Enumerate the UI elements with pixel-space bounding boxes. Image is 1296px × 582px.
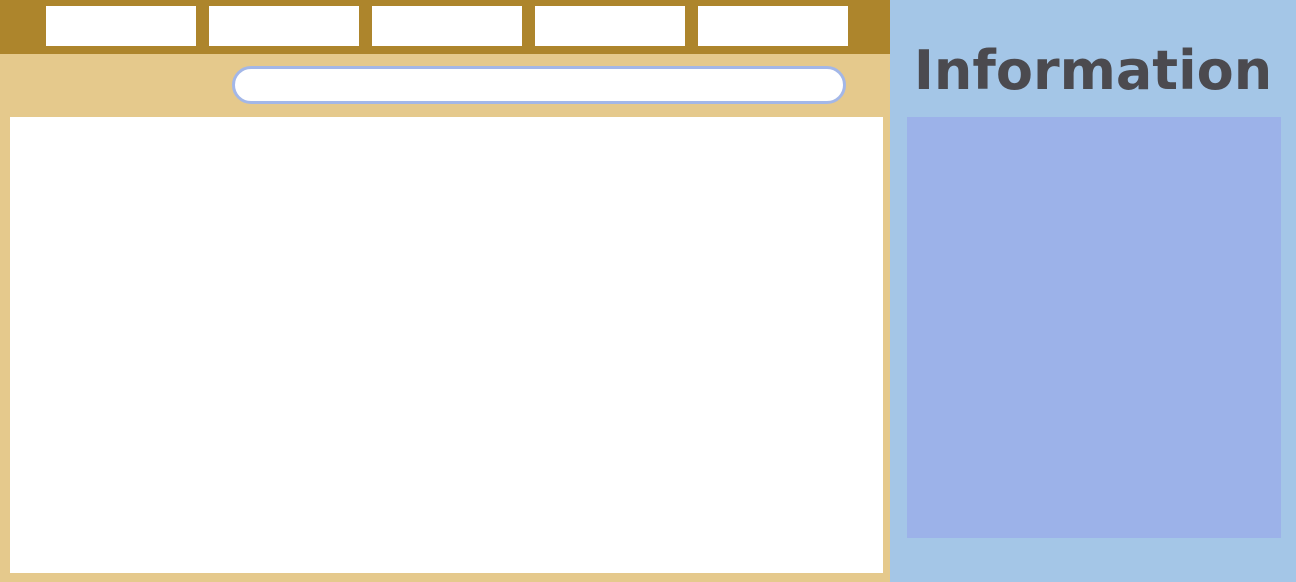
search-input[interactable] [232,66,846,104]
content-area [10,117,883,573]
tab-3[interactable] [372,6,522,46]
tab-4[interactable] [535,6,685,46]
info-box [907,117,1281,538]
tab-5[interactable] [698,6,848,46]
tab-1[interactable] [46,6,196,46]
tab-bar [0,0,890,54]
info-title: Information [913,39,1273,102]
main-panel [0,0,890,582]
tab-2[interactable] [209,6,359,46]
info-panel: Information [890,0,1296,582]
